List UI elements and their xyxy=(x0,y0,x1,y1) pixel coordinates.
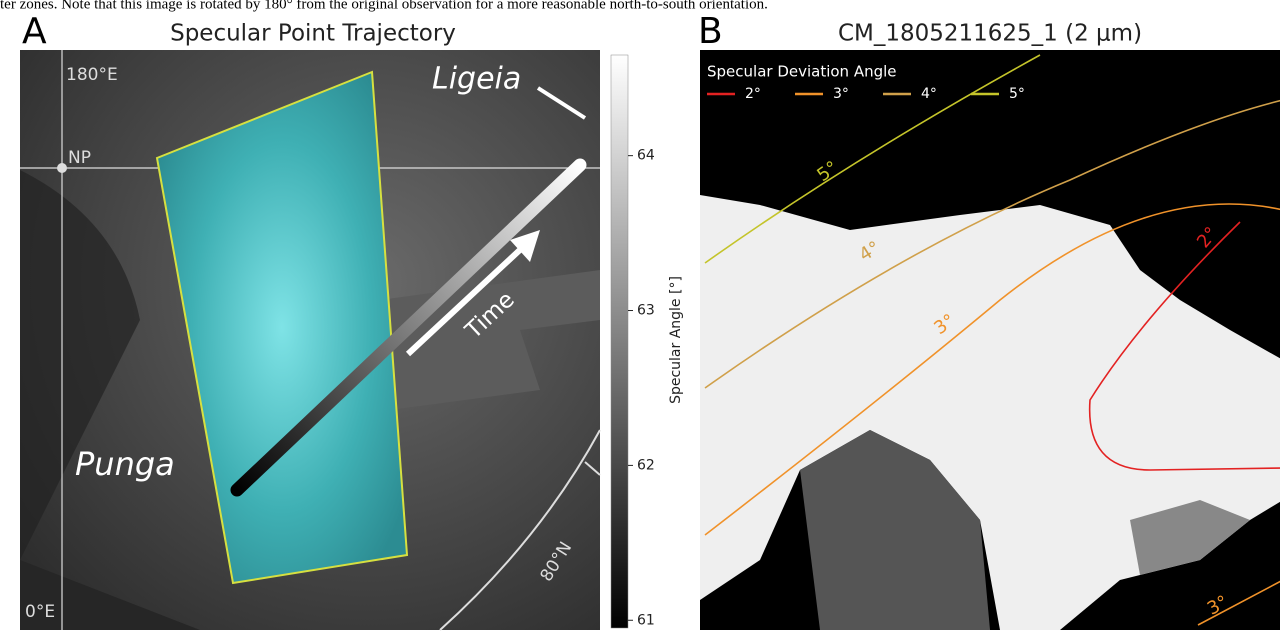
page: {"caption_fragment": "ter zones. Note th… xyxy=(0,0,1283,635)
colorbar-tick-label: 62 xyxy=(637,457,655,473)
map-label: 0°E xyxy=(25,602,55,622)
legend-label: 4° xyxy=(921,86,937,102)
legend-label: 3° xyxy=(833,86,849,102)
legend-label: 5° xyxy=(1009,86,1025,102)
panel-letter: A xyxy=(22,11,47,52)
legend-title: Specular Deviation Angle xyxy=(707,63,897,81)
caption: ter zones. Note that this image is rotat… xyxy=(0,0,768,12)
colorbar-tick-label: 64 xyxy=(637,148,655,164)
pole-marker xyxy=(57,163,67,173)
colorbar xyxy=(611,55,628,628)
lake-label: Punga xyxy=(75,445,175,483)
map-label: NP xyxy=(68,148,91,168)
legend-label: 2° xyxy=(745,86,761,102)
colorbar-tick-label: 63 xyxy=(637,303,655,319)
lake-label: Ligeia xyxy=(432,62,521,97)
map-label: 180°E xyxy=(66,65,118,85)
figure: ter zones. Note that this image is rotat… xyxy=(0,0,1283,635)
colorbar-tick-label: 61 xyxy=(637,612,655,628)
colorbar-label: Specular Angle [°] xyxy=(668,276,684,404)
panel-title: Specular Point Trajectory xyxy=(170,21,456,47)
panel-letter: B xyxy=(698,11,723,52)
panel-title: CM_1805211625_1 (2 μm) xyxy=(838,21,1142,47)
